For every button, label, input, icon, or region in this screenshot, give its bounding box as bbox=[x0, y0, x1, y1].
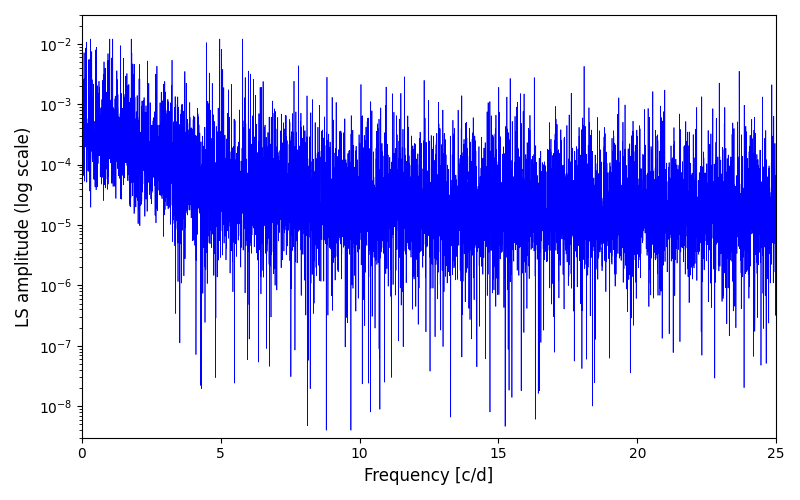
Y-axis label: LS amplitude (log scale): LS amplitude (log scale) bbox=[15, 126, 33, 326]
X-axis label: Frequency [c/d]: Frequency [c/d] bbox=[364, 467, 494, 485]
